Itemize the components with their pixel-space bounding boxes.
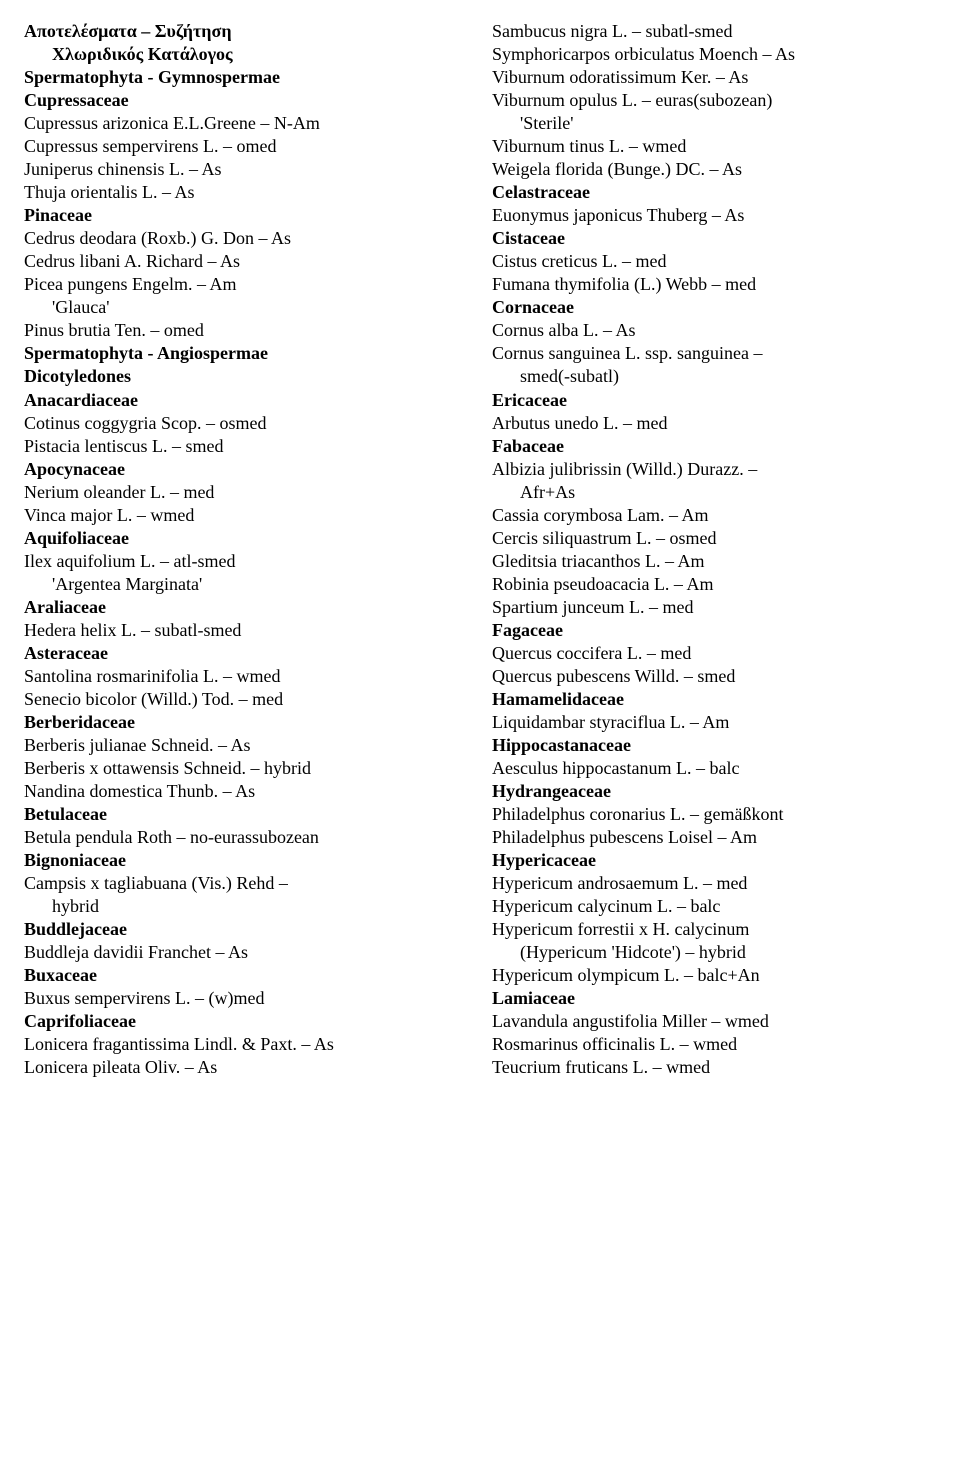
text-line: Viburnum tinus L. – wmed: [492, 135, 936, 158]
heading-line: Αποτελέσματα – Συζήτηση: [24, 20, 468, 43]
text-line: Symphoricarpos orbiculatus Moench – As: [492, 43, 936, 66]
heading-line: Spermatophyta - Angiospermae: [24, 342, 468, 365]
text-line: Viburnum odoratissimum Ker. – As: [492, 66, 936, 89]
text-line: Cistus creticus L. – med: [492, 250, 936, 273]
text-line: Hypericum calycinum L. – balc: [492, 895, 936, 918]
text-line: Philadelphus coronarius L. – gemäßkont: [492, 803, 936, 826]
heading-line: Χλωριδικός Κατάλογος: [24, 43, 468, 66]
text-line: Lonicera pileata Oliv. – As: [24, 1056, 468, 1079]
text-line: Teucrium fruticans L. – wmed: [492, 1056, 936, 1079]
text-line: Weigela florida (Bunge.) DC. – As: [492, 158, 936, 181]
text-line: Lonicera fragantissima Lindl. & Paxt. – …: [24, 1033, 468, 1056]
text-line: Gleditsia triacanthos L. – Am: [492, 550, 936, 573]
heading-line: Buxaceae: [24, 964, 468, 987]
heading-line: Cupressaceae: [24, 89, 468, 112]
text-line: Campsis x tagliabuana (Vis.) Rehd –: [24, 872, 468, 895]
text-line: Cupressus arizonica E.L.Greene – N-Am: [24, 112, 468, 135]
text-line: Spartium junceum L. – med: [492, 596, 936, 619]
text-line: hybrid: [24, 895, 468, 918]
heading-line: Betulaceae: [24, 803, 468, 826]
heading-line: Ericaceae: [492, 389, 936, 412]
text-line: Senecio bicolor (Willd.) Tod. – med: [24, 688, 468, 711]
text-line: Nerium oleander L. – med: [24, 481, 468, 504]
heading-line: Apocynaceae: [24, 458, 468, 481]
heading-line: Caprifoliaceae: [24, 1010, 468, 1033]
text-line: Juniperus chinensis L. – As: [24, 158, 468, 181]
text-line: 'Argentea Marginata': [24, 573, 468, 596]
heading-line: Buddlejaceae: [24, 918, 468, 941]
document-body: Αποτελέσματα – ΣυζήτησηΧλωριδικός Κατάλο…: [24, 20, 936, 1079]
text-line: Hypericum androsaemum L. – med: [492, 872, 936, 895]
text-line: Hypericum forrestii x H. calycinum: [492, 918, 936, 941]
text-line: Sambucus nigra L. – subatl-smed: [492, 20, 936, 43]
text-line: Pistacia lentiscus L. – smed: [24, 435, 468, 458]
text-line: Cornus alba L. – As: [492, 319, 936, 342]
text-line: Cedrus libani A. Richard – As: [24, 250, 468, 273]
text-line: Hypericum olympicum L. – balc+An: [492, 964, 936, 987]
heading-line: Berberidaceae: [24, 711, 468, 734]
heading-line: Bignoniaceae: [24, 849, 468, 872]
text-line: Cassia corymbosa Lam. – Am: [492, 504, 936, 527]
text-line: (Hypericum 'Hidcote') – hybrid: [492, 941, 936, 964]
text-line: Cupressus sempervirens L. – omed: [24, 135, 468, 158]
text-line: Santolina rosmarinifolia L. – wmed: [24, 665, 468, 688]
text-line: smed(-subatl): [492, 365, 936, 388]
text-line: Arbutus unedo L. – med: [492, 412, 936, 435]
text-line: Viburnum opulus L. – euras(subozean): [492, 89, 936, 112]
heading-line: Celastraceae: [492, 181, 936, 204]
text-line: Quercus coccifera L. – med: [492, 642, 936, 665]
heading-line: Hamamelidaceae: [492, 688, 936, 711]
heading-line: Aquifoliaceae: [24, 527, 468, 550]
text-line: Liquidambar styraciflua L. – Am: [492, 711, 936, 734]
text-line: Fumana thymifolia (L.) Webb – med: [492, 273, 936, 296]
text-line: Aesculus hippocastanum L. – balc: [492, 757, 936, 780]
text-line: Philadelphus pubescens Loisel – Am: [492, 826, 936, 849]
text-line: Quercus pubescens Willd. – smed: [492, 665, 936, 688]
text-line: Cotinus coggygria Scop. – osmed: [24, 412, 468, 435]
text-line: Lavandula angustifolia Miller – wmed: [492, 1010, 936, 1033]
heading-line: Hippocastanaceae: [492, 734, 936, 757]
text-line: Robinia pseudoacacia L. – Am: [492, 573, 936, 596]
text-line: Hedera helix L. – subatl-smed: [24, 619, 468, 642]
text-line: Thuja orientalis L. – As: [24, 181, 468, 204]
heading-line: Asteraceae: [24, 642, 468, 665]
text-line: Vinca major L. – wmed: [24, 504, 468, 527]
text-line: Picea pungens Engelm. – Am: [24, 273, 468, 296]
text-line: Berberis julianae Schneid. – As: [24, 734, 468, 757]
heading-line: Cistaceae: [492, 227, 936, 250]
heading-line: Dicotyledones: [24, 365, 468, 388]
heading-line: Spermatophyta - Gymnospermae: [24, 66, 468, 89]
text-line: Ilex aquifolium L. – atl-smed: [24, 550, 468, 573]
text-line: Cornus sanguinea L. ssp. sanguinea –: [492, 342, 936, 365]
text-line: Euonymus japonicus Thuberg – As: [492, 204, 936, 227]
heading-line: Cornaceae: [492, 296, 936, 319]
text-line: 'Sterile': [492, 112, 936, 135]
text-line: Buxus sempervirens L. – (w)med: [24, 987, 468, 1010]
text-line: Cercis siliquastrum L. – osmed: [492, 527, 936, 550]
heading-line: Hydrangeaceae: [492, 780, 936, 803]
heading-line: Lamiaceae: [492, 987, 936, 1010]
text-line: Albizia julibrissin (Willd.) Durazz. –: [492, 458, 936, 481]
text-line: Nandina domestica Thunb. – As: [24, 780, 468, 803]
heading-line: Anacardiaceae: [24, 389, 468, 412]
heading-line: Fabaceae: [492, 435, 936, 458]
text-line: Pinus brutia Ten. – omed: [24, 319, 468, 342]
heading-line: Fagaceae: [492, 619, 936, 642]
heading-line: Pinaceae: [24, 204, 468, 227]
text-line: 'Glauca': [24, 296, 468, 319]
heading-line: Hypericaceae: [492, 849, 936, 872]
text-line: Cedrus deodara (Roxb.) G. Don – As: [24, 227, 468, 250]
text-line: Berberis x ottawensis Schneid. – hybrid: [24, 757, 468, 780]
text-line: Betula pendula Roth – no-eurassubozean: [24, 826, 468, 849]
text-line: Afr+As: [492, 481, 936, 504]
text-line: Rosmarinus officinalis L. – wmed: [492, 1033, 936, 1056]
heading-line: Araliaceae: [24, 596, 468, 619]
text-line: Buddleja davidii Franchet – As: [24, 941, 468, 964]
